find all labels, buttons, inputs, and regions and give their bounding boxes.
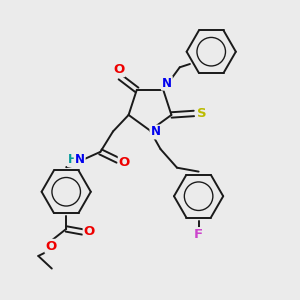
Text: N: N: [75, 153, 85, 166]
Text: O: O: [84, 226, 95, 238]
Text: S: S: [196, 107, 206, 120]
Text: N: N: [150, 125, 161, 139]
Text: O: O: [113, 63, 124, 76]
Text: H: H: [68, 153, 78, 166]
Text: F: F: [194, 228, 203, 241]
Text: O: O: [119, 156, 130, 169]
Text: N: N: [162, 77, 172, 90]
Text: O: O: [46, 240, 57, 253]
